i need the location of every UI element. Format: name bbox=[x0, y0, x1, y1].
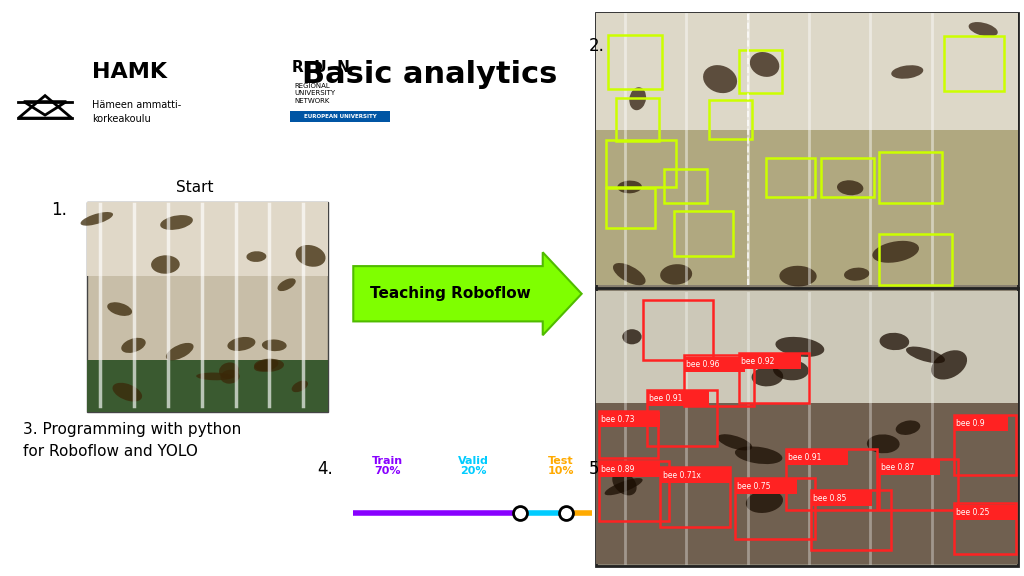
Text: Valid: Valid bbox=[458, 456, 488, 466]
Text: 10%: 10% bbox=[548, 466, 574, 476]
Text: bee 0.75: bee 0.75 bbox=[737, 482, 771, 491]
Ellipse shape bbox=[113, 383, 142, 401]
Text: 1.: 1. bbox=[51, 201, 68, 219]
Ellipse shape bbox=[296, 245, 326, 267]
FancyBboxPatch shape bbox=[599, 412, 660, 427]
Text: bee 0.25: bee 0.25 bbox=[956, 507, 990, 517]
Ellipse shape bbox=[844, 268, 869, 281]
Ellipse shape bbox=[752, 367, 783, 386]
FancyBboxPatch shape bbox=[879, 460, 940, 475]
Text: Basic analytics: Basic analytics bbox=[302, 60, 558, 89]
Text: Hämeen ammatti-
korkeakoulu: Hämeen ammatti- korkeakoulu bbox=[92, 100, 181, 124]
Text: 3. Programming with python
for Roboflow and YOLO: 3. Programming with python for Roboflow … bbox=[23, 422, 241, 459]
Ellipse shape bbox=[773, 359, 809, 380]
Ellipse shape bbox=[108, 302, 132, 316]
Ellipse shape bbox=[880, 333, 909, 350]
Text: 5.: 5. bbox=[589, 460, 604, 479]
Text: bee 0.92: bee 0.92 bbox=[741, 357, 775, 366]
Text: 4.: 4. bbox=[317, 460, 333, 479]
FancyBboxPatch shape bbox=[596, 291, 1018, 403]
Ellipse shape bbox=[604, 478, 643, 495]
Ellipse shape bbox=[81, 212, 113, 226]
Ellipse shape bbox=[703, 65, 737, 93]
Ellipse shape bbox=[750, 52, 779, 77]
FancyBboxPatch shape bbox=[290, 111, 390, 122]
FancyBboxPatch shape bbox=[735, 479, 797, 494]
Text: bee 0.85: bee 0.85 bbox=[813, 494, 847, 503]
Ellipse shape bbox=[227, 337, 255, 351]
Ellipse shape bbox=[867, 434, 900, 453]
FancyBboxPatch shape bbox=[87, 360, 328, 412]
FancyBboxPatch shape bbox=[596, 403, 1018, 564]
FancyBboxPatch shape bbox=[739, 354, 801, 369]
Text: bee 0.9: bee 0.9 bbox=[956, 419, 985, 428]
Text: bee 0.73: bee 0.73 bbox=[601, 415, 635, 424]
Text: REGIONAL
UNIVERSITY
NETWORK: REGIONAL UNIVERSITY NETWORK bbox=[294, 83, 335, 104]
Ellipse shape bbox=[121, 338, 145, 353]
Ellipse shape bbox=[775, 337, 824, 357]
Ellipse shape bbox=[837, 180, 863, 195]
Text: Test: Test bbox=[548, 456, 574, 466]
FancyBboxPatch shape bbox=[596, 13, 1018, 566]
FancyBboxPatch shape bbox=[647, 391, 709, 406]
FancyBboxPatch shape bbox=[87, 202, 328, 276]
FancyBboxPatch shape bbox=[596, 130, 1018, 285]
Text: 2.: 2. bbox=[589, 37, 605, 55]
Ellipse shape bbox=[219, 362, 239, 379]
Ellipse shape bbox=[931, 350, 967, 380]
Ellipse shape bbox=[630, 87, 646, 110]
FancyBboxPatch shape bbox=[786, 450, 848, 465]
Ellipse shape bbox=[623, 329, 642, 344]
Ellipse shape bbox=[160, 215, 193, 230]
Text: bee 0.96: bee 0.96 bbox=[686, 359, 720, 369]
Ellipse shape bbox=[278, 278, 296, 291]
Text: 20%: 20% bbox=[460, 466, 486, 476]
Text: HAMK: HAMK bbox=[92, 62, 167, 82]
Ellipse shape bbox=[152, 255, 180, 274]
Text: bee 0.89: bee 0.89 bbox=[601, 465, 635, 474]
Ellipse shape bbox=[735, 446, 782, 464]
Text: Teaching Roboflow: Teaching Roboflow bbox=[371, 286, 530, 301]
Text: 70%: 70% bbox=[374, 466, 400, 476]
Text: R  U  N: R U N bbox=[292, 60, 350, 75]
FancyBboxPatch shape bbox=[684, 357, 745, 372]
FancyBboxPatch shape bbox=[87, 202, 328, 412]
Ellipse shape bbox=[247, 251, 266, 262]
Ellipse shape bbox=[660, 264, 692, 285]
Ellipse shape bbox=[779, 266, 817, 286]
Text: bee 0.87: bee 0.87 bbox=[881, 463, 914, 472]
FancyBboxPatch shape bbox=[660, 468, 729, 483]
Text: bee 0.91: bee 0.91 bbox=[788, 453, 822, 463]
FancyBboxPatch shape bbox=[811, 491, 872, 506]
FancyBboxPatch shape bbox=[596, 13, 1018, 130]
Ellipse shape bbox=[166, 343, 194, 361]
Polygon shape bbox=[353, 252, 582, 335]
FancyBboxPatch shape bbox=[599, 462, 660, 477]
Ellipse shape bbox=[896, 420, 921, 435]
Ellipse shape bbox=[891, 65, 924, 79]
Text: Train: Train bbox=[372, 456, 402, 466]
FancyBboxPatch shape bbox=[954, 416, 1008, 431]
Ellipse shape bbox=[745, 490, 783, 513]
Ellipse shape bbox=[220, 370, 240, 384]
Text: Start: Start bbox=[176, 180, 213, 195]
Ellipse shape bbox=[612, 471, 637, 495]
Ellipse shape bbox=[254, 359, 279, 372]
Ellipse shape bbox=[292, 381, 308, 392]
Ellipse shape bbox=[613, 263, 645, 285]
FancyBboxPatch shape bbox=[954, 505, 1016, 520]
Text: bee 0.91: bee 0.91 bbox=[649, 394, 683, 403]
Ellipse shape bbox=[906, 347, 945, 363]
Ellipse shape bbox=[872, 241, 919, 263]
Ellipse shape bbox=[718, 434, 753, 450]
Ellipse shape bbox=[617, 181, 642, 194]
Ellipse shape bbox=[969, 22, 997, 36]
Text: bee 0.71x: bee 0.71x bbox=[663, 471, 700, 480]
Ellipse shape bbox=[262, 339, 287, 351]
Text: EUROPEAN UNIVERSITY: EUROPEAN UNIVERSITY bbox=[303, 114, 377, 119]
Ellipse shape bbox=[254, 359, 284, 372]
Ellipse shape bbox=[197, 373, 232, 380]
